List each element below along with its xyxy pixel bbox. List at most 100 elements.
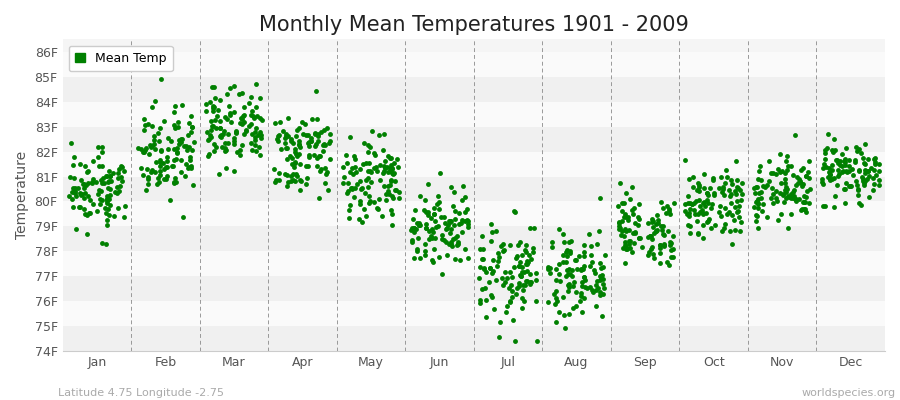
- Mean Temp: [303, 138, 318, 144]
- Mean Temp: [751, 198, 765, 204]
- Mean Temp: [85, 179, 99, 186]
- Mean Temp: [253, 152, 267, 158]
- Mean Temp: [597, 284, 611, 291]
- Mean Temp: [90, 208, 104, 214]
- Mean Temp: [311, 132, 326, 139]
- Mean Temp: [209, 124, 223, 131]
- Mean Temp: [839, 145, 853, 151]
- Mean Temp: [649, 228, 663, 234]
- Mean Temp: [857, 182, 871, 188]
- Mean Temp: [152, 125, 166, 132]
- Mean Temp: [696, 200, 710, 206]
- Mean Temp: [513, 272, 527, 278]
- Mean Temp: [77, 206, 92, 212]
- Mean Temp: [616, 214, 631, 220]
- Mean Temp: [626, 211, 641, 218]
- Mean Temp: [796, 181, 810, 187]
- Mean Temp: [791, 180, 806, 186]
- Mean Temp: [413, 193, 428, 199]
- Mean Temp: [252, 144, 266, 150]
- Mean Temp: [363, 168, 377, 174]
- Mean Temp: [563, 250, 578, 256]
- Mean Temp: [662, 242, 677, 248]
- Mean Temp: [571, 265, 585, 272]
- Mean Temp: [850, 186, 865, 192]
- Mean Temp: [566, 278, 580, 285]
- Mean Temp: [418, 248, 432, 254]
- Mean Temp: [337, 164, 351, 170]
- Mean Temp: [180, 147, 194, 153]
- Mean Temp: [730, 176, 744, 183]
- Mean Temp: [449, 242, 464, 248]
- Mean Temp: [92, 163, 106, 170]
- Mean Temp: [508, 338, 522, 344]
- Mean Temp: [681, 192, 696, 199]
- Mean Temp: [147, 137, 161, 143]
- Mean Temp: [103, 172, 117, 179]
- Mean Temp: [163, 197, 177, 203]
- Mean Temp: [872, 168, 886, 174]
- Mean Temp: [292, 187, 307, 193]
- Mean Temp: [378, 165, 392, 171]
- Mean Temp: [376, 170, 391, 176]
- Mean Temp: [473, 299, 488, 306]
- Mean Temp: [311, 138, 326, 144]
- Mean Temp: [77, 180, 92, 187]
- Mean Temp: [836, 168, 850, 174]
- Mean Temp: [562, 265, 576, 272]
- Mean Temp: [374, 213, 389, 219]
- Mean Temp: [472, 297, 487, 304]
- Mean Temp: [230, 149, 244, 156]
- Mean Temp: [577, 253, 591, 260]
- Mean Temp: [272, 132, 286, 138]
- Mean Temp: [113, 173, 128, 180]
- Mean Temp: [288, 149, 302, 155]
- Mean Temp: [518, 242, 533, 249]
- Bar: [62, 251, 885, 276]
- Mean Temp: [541, 299, 555, 305]
- Mean Temp: [690, 211, 705, 218]
- Mean Temp: [520, 259, 535, 266]
- Mean Temp: [405, 224, 419, 231]
- Mean Temp: [511, 242, 526, 249]
- Mean Temp: [596, 276, 610, 282]
- Mean Temp: [763, 195, 778, 201]
- Mean Temp: [455, 183, 470, 190]
- Mean Temp: [678, 157, 692, 164]
- Mean Temp: [380, 164, 394, 170]
- Mean Temp: [846, 172, 860, 179]
- Mean Temp: [166, 108, 181, 115]
- Mean Temp: [485, 256, 500, 263]
- Mean Temp: [284, 154, 299, 161]
- Mean Temp: [681, 176, 696, 182]
- Mean Temp: [151, 138, 166, 144]
- Mean Temp: [68, 185, 82, 192]
- Mean Temp: [519, 261, 534, 267]
- Mean Temp: [485, 228, 500, 235]
- Mean Temp: [496, 248, 510, 254]
- Mean Temp: [529, 338, 544, 344]
- Mean Temp: [323, 138, 338, 144]
- Mean Temp: [615, 218, 629, 224]
- Mean Temp: [157, 118, 171, 124]
- Mean Temp: [825, 162, 840, 168]
- Mean Temp: [766, 200, 780, 206]
- Mean Temp: [690, 231, 705, 237]
- Mean Temp: [205, 123, 220, 130]
- Mean Temp: [111, 204, 125, 211]
- Mean Temp: [708, 222, 723, 228]
- Mean Temp: [218, 140, 232, 146]
- Mean Temp: [662, 239, 677, 245]
- Mean Temp: [238, 104, 252, 111]
- Mean Temp: [663, 210, 678, 217]
- Mean Temp: [700, 197, 715, 204]
- Mean Temp: [834, 163, 849, 170]
- Mean Temp: [838, 200, 852, 206]
- Mean Temp: [118, 203, 132, 210]
- Mean Temp: [236, 112, 250, 119]
- Mean Temp: [104, 173, 118, 179]
- Mean Temp: [174, 168, 188, 175]
- Mean Temp: [349, 169, 364, 176]
- Mean Temp: [508, 254, 523, 261]
- Mean Temp: [682, 209, 697, 216]
